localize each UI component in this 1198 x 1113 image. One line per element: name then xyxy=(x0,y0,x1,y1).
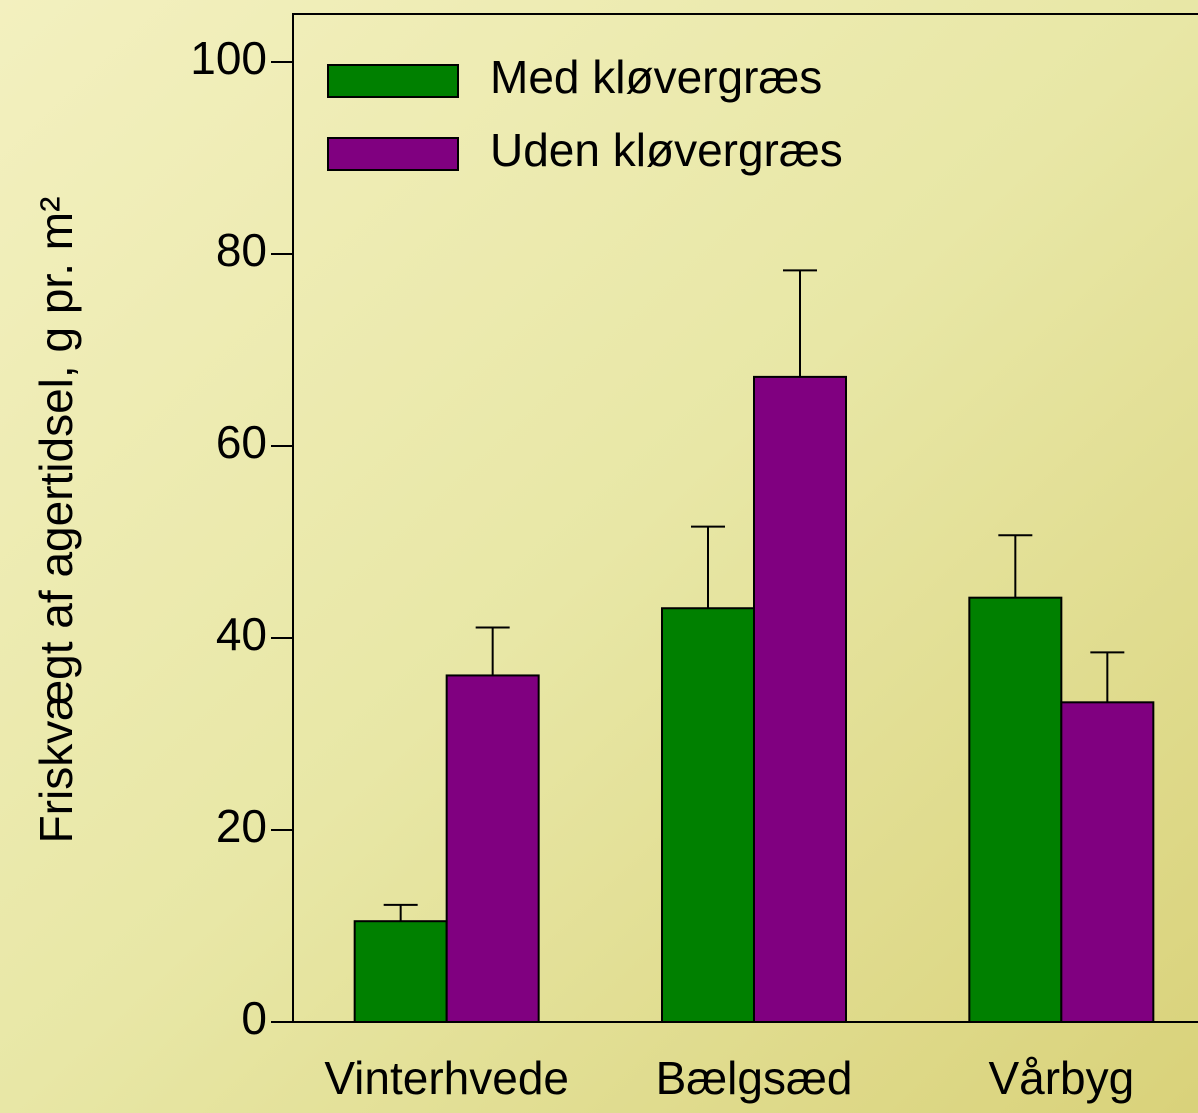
legend-label: Med kløvergræs xyxy=(490,51,822,103)
y-tick-label: 20 xyxy=(216,800,267,852)
y-tick-label: 40 xyxy=(216,608,267,660)
bar xyxy=(968,596,1063,1023)
bar xyxy=(753,375,847,1023)
bar xyxy=(445,674,540,1023)
x-tick-label: Vårbyg xyxy=(988,1052,1134,1104)
legend-swatch xyxy=(327,64,459,98)
bar xyxy=(1060,701,1155,1023)
y-tick-label: 60 xyxy=(216,416,267,468)
legend-label: Uden kløvergræs xyxy=(490,124,843,176)
y-axis-label: Friskvægt af agertidsel, g pr. m² xyxy=(30,197,82,844)
bar xyxy=(661,607,755,1023)
legend-swatch xyxy=(327,137,459,171)
x-tick-label: Bælgsæd xyxy=(656,1052,853,1104)
y-tick-label: 0 xyxy=(241,992,267,1044)
y-tick-label: 100 xyxy=(190,32,267,84)
y-tick-label: 80 xyxy=(216,224,267,276)
bar xyxy=(353,920,448,1024)
x-tick-label: Vinterhvede xyxy=(324,1052,569,1104)
